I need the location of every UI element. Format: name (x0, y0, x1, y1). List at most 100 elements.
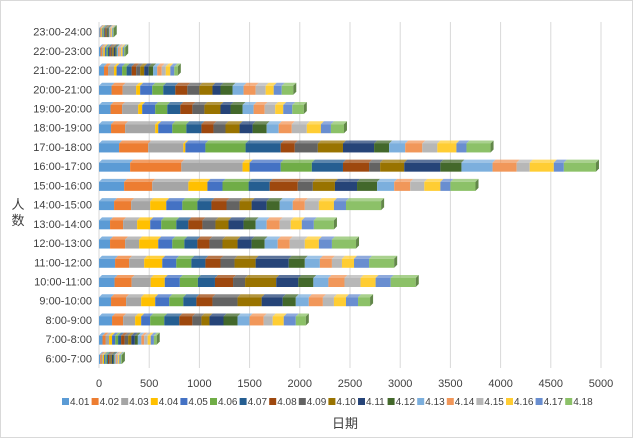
legend-swatch (298, 398, 306, 405)
bar-segment-top (122, 82, 140, 86)
bar-segment-top (196, 294, 216, 298)
bar-segment-top (152, 178, 192, 182)
bar-segment-top (192, 313, 205, 317)
bar-segment-top (118, 44, 123, 48)
bar-segment (170, 66, 175, 76)
bar-segment-top (211, 198, 230, 202)
bar-segment (461, 162, 493, 172)
bar-segment (249, 316, 264, 326)
bar-segment-top (153, 63, 161, 67)
bar-segment-top (138, 102, 146, 105)
bar-segment-top (304, 255, 323, 259)
bar-segment-top (331, 255, 345, 259)
bar-segment-top (292, 102, 307, 105)
bar-segment-top (101, 351, 106, 355)
bar-segment-top (102, 25, 107, 29)
bar-segment (280, 162, 312, 172)
bar-segment (279, 220, 291, 230)
bar-segment (563, 162, 596, 172)
bar-segment-top (124, 178, 156, 182)
bar-segment-top (161, 63, 169, 67)
bar-segment-top (283, 102, 296, 105)
bar-segment (255, 220, 267, 230)
bar-segment-top (99, 332, 106, 336)
bar-segment (111, 28, 113, 38)
bar-segment (450, 181, 476, 191)
y-tick-label: 14:00-15:00 (33, 200, 92, 212)
bar-segment-top (101, 25, 106, 29)
bar-segment (205, 258, 221, 268)
bar-segment-top (278, 121, 295, 125)
bar-segment-top (440, 178, 454, 182)
bar-segment (183, 143, 186, 153)
bar-segment-top (289, 236, 308, 240)
bar-segment-top (331, 236, 360, 240)
bar-segment (529, 162, 554, 172)
bar-segment-top (155, 102, 171, 105)
bar-segment-top (204, 102, 224, 105)
bar-segment-top (197, 198, 215, 202)
bar-segment (308, 297, 323, 307)
bar-segment-top (108, 63, 118, 67)
bar-segment-top (175, 82, 191, 86)
bar-segment (121, 335, 125, 345)
bar-segment-top (162, 255, 180, 259)
bar-segment-top (107, 351, 113, 355)
bar-segment-top (113, 44, 119, 48)
bar-segment (99, 278, 115, 287)
bar-segment-top (242, 159, 253, 163)
bar-segment (237, 316, 250, 326)
bar-segment (334, 181, 358, 191)
bar-segment (187, 85, 200, 95)
bar-segment-top (105, 25, 110, 29)
bar-segment-top (377, 178, 398, 182)
bar-segment (114, 201, 132, 211)
bar-segment (185, 143, 206, 153)
bar-segment (110, 105, 123, 114)
bar-segment (242, 105, 254, 114)
bar-segment (380, 162, 405, 172)
bar-segment-top (179, 313, 196, 317)
bar-segment-top (130, 159, 185, 163)
bar-segment-top (311, 159, 346, 163)
legend-label: 4.09 (307, 397, 327, 408)
bar-segment-top (207, 178, 226, 182)
bar-segment (199, 85, 213, 95)
y-axis-title-char-1: 人 (11, 197, 24, 212)
bar-segment (142, 105, 156, 114)
bar-segment-top (279, 198, 296, 202)
bar-segment-top (191, 255, 209, 259)
bar-segment-top (354, 255, 373, 259)
bar-segment (289, 239, 305, 249)
bar-segment (291, 124, 307, 134)
bar-segment-top (106, 351, 111, 355)
bar-segment (99, 220, 111, 230)
bar-segment (230, 105, 243, 114)
bar-segment-top (295, 294, 312, 298)
bar-segment (99, 66, 105, 76)
bar-segment (357, 181, 378, 191)
bar-segment-top (330, 121, 347, 125)
bar-segment-top (344, 275, 364, 278)
legend-swatch (565, 398, 573, 405)
bar-segment (105, 354, 107, 364)
bar-segment-top (104, 25, 109, 29)
bar-segment-top (150, 313, 168, 317)
bar-segment (167, 105, 181, 114)
bar-segment (150, 316, 165, 326)
bar-segment-top (201, 121, 217, 125)
bar-segment-top (106, 25, 111, 29)
legend-label: 4.08 (277, 397, 297, 408)
bar-segment-top (184, 236, 201, 240)
bar-segment-top (380, 159, 408, 163)
bar-segment (112, 335, 116, 345)
bar-segment (172, 239, 185, 249)
bar-segment-top (176, 255, 195, 259)
bar-segment (99, 47, 101, 57)
legend-label: 4.12 (396, 397, 416, 408)
bar-segment (311, 162, 343, 172)
gridlines (98, 22, 602, 368)
bar-end-face (305, 313, 309, 326)
bar-segment-top (126, 294, 145, 298)
bar-segment-top (99, 63, 108, 67)
